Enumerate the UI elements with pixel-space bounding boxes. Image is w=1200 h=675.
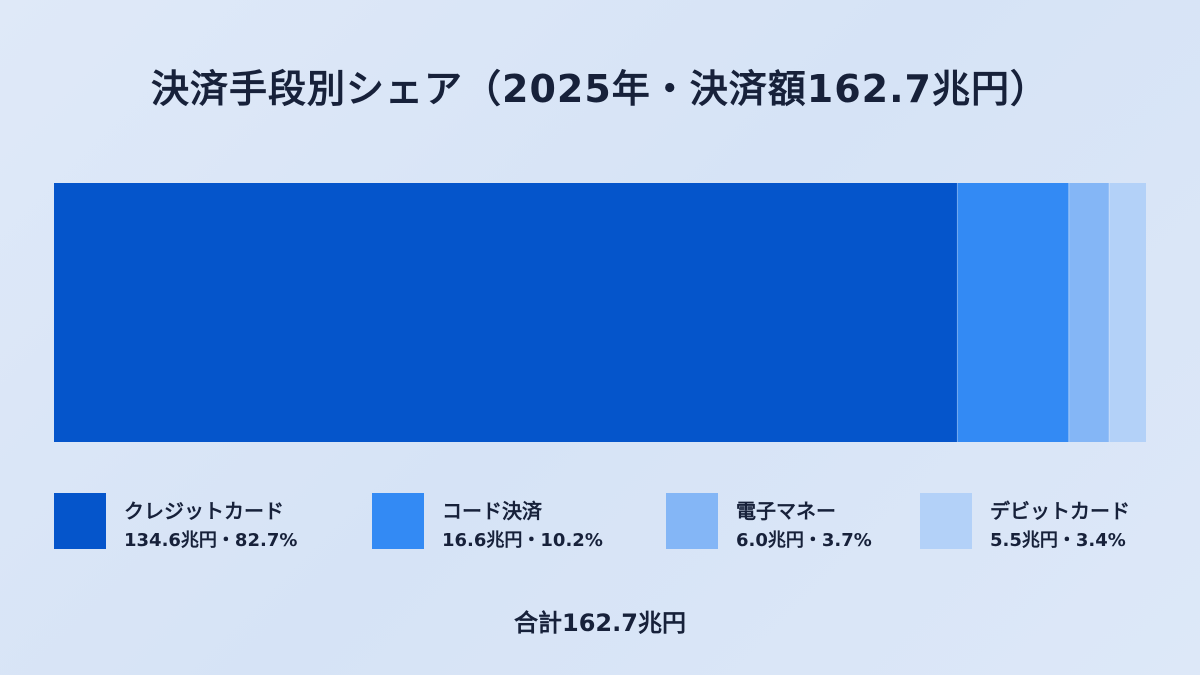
legend-value: 134.6兆円・82.7%: [124, 530, 298, 551]
legend-swatch: [372, 493, 424, 549]
legend-swatch: [920, 493, 972, 549]
chart-title: 決済手段別シェア（2025年・決済額162.7兆円）: [151, 67, 1049, 111]
legend-label: コード決済: [442, 499, 542, 523]
legend-label: デビットカード: [990, 499, 1130, 523]
legend-value: 16.6兆円・10.2%: [442, 530, 603, 551]
legend-value: 6.0兆円・3.7%: [736, 530, 872, 551]
legend-label: 電子マネー: [736, 499, 836, 523]
chart-legend: クレジットカード 134.6兆円・82.7% コード決済 16.6兆円・10.2…: [0, 493, 1200, 553]
legend-swatch: [666, 493, 718, 549]
bar-segment-e-money: [1068, 183, 1110, 442]
legend-value: 5.5兆円・3.4%: [990, 530, 1126, 551]
total-label: 合計162.7兆円: [514, 609, 686, 637]
legend-swatch: [54, 493, 106, 549]
bar-segment-credit-card: [54, 183, 958, 442]
bar-segment-code-payment: [957, 183, 1069, 442]
bar-segment-debit-card: [1109, 183, 1146, 442]
legend-label: クレジットカード: [124, 499, 284, 523]
